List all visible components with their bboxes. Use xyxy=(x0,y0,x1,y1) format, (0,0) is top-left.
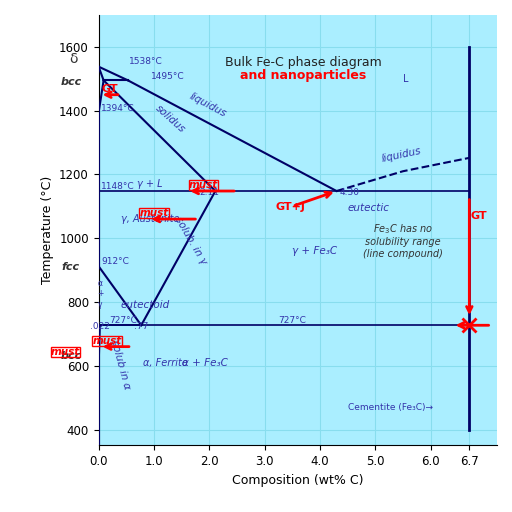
Text: γ + Fe₃C: γ + Fe₃C xyxy=(292,246,337,256)
Text: eutectic: eutectic xyxy=(348,203,390,213)
Y-axis label: Temperature (°C): Temperature (°C) xyxy=(40,176,54,284)
X-axis label: Composition (wt% C): Composition (wt% C) xyxy=(232,474,364,487)
Text: α + Fe₃C: α + Fe₃C xyxy=(182,358,227,368)
Text: bcc: bcc xyxy=(60,77,81,87)
Text: 727°C: 727°C xyxy=(279,316,306,325)
Text: liquidus: liquidus xyxy=(187,91,228,119)
Text: eutectoid: eutectoid xyxy=(121,301,170,310)
Text: 2.11: 2.11 xyxy=(199,188,219,197)
Text: solidus: solidus xyxy=(154,103,187,135)
Text: Cementite (Fe₃C)→: Cementite (Fe₃C)→ xyxy=(348,403,433,412)
Text: must: must xyxy=(139,208,168,218)
Text: must: must xyxy=(92,336,121,346)
Text: fcc: fcc xyxy=(62,262,80,272)
Text: L: L xyxy=(403,74,409,84)
Text: δ: δ xyxy=(70,52,78,66)
Text: 912°C: 912°C xyxy=(101,258,129,266)
Text: 1538°C: 1538°C xyxy=(129,57,163,67)
Text: GT: GT xyxy=(101,83,118,94)
Text: α, Ferrite: α, Ferrite xyxy=(143,358,188,368)
Text: Bulk Fe-C phase diagram: Bulk Fe-C phase diagram xyxy=(225,56,382,70)
Text: solubility range: solubility range xyxy=(365,237,441,247)
Text: .022: .022 xyxy=(90,322,110,331)
Text: 727°C: 727°C xyxy=(110,316,137,325)
Text: α
+
γ: α + γ xyxy=(97,279,103,309)
Text: 1495°C: 1495°C xyxy=(151,72,185,81)
Text: and nanoparticles: and nanoparticles xyxy=(240,69,367,82)
Text: γ, Austenite: γ, Austenite xyxy=(121,214,179,224)
Text: .77: .77 xyxy=(134,322,148,331)
Text: liquidus: liquidus xyxy=(381,145,422,164)
Text: must: must xyxy=(51,347,80,356)
Text: GT+J: GT+J xyxy=(275,202,306,211)
Text: bcc: bcc xyxy=(60,351,81,361)
Text: 1148°C: 1148°C xyxy=(101,182,135,191)
Text: solub. in γ: solub. in γ xyxy=(174,215,208,266)
Text: GT: GT xyxy=(471,211,487,221)
Text: γ + L: γ + L xyxy=(137,179,163,189)
Text: 1394°C: 1394°C xyxy=(101,103,135,113)
Text: must: must xyxy=(189,180,219,190)
Text: solub in α: solub in α xyxy=(109,338,132,390)
Text: Fe$_3$C has no: Fe$_3$C has no xyxy=(373,222,433,236)
Text: 4.30: 4.30 xyxy=(339,188,359,197)
Text: (line compound): (line compound) xyxy=(363,249,443,260)
